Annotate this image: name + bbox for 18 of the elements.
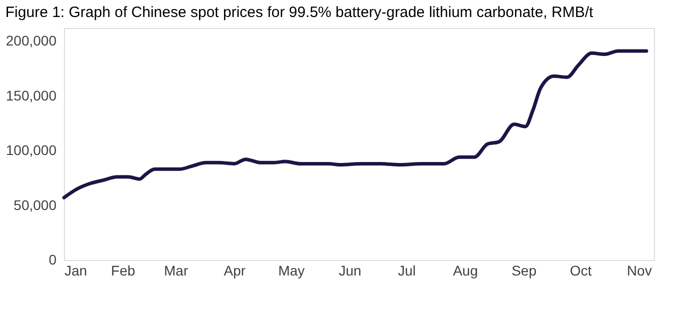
- y-tick-label: 200,000: [6, 32, 57, 49]
- x-tick-label: Jun: [338, 262, 362, 278]
- y-tick-label: 0: [48, 252, 57, 268]
- x-tick-label: May: [278, 262, 305, 278]
- x-tick-label: Oct: [570, 262, 592, 278]
- y-tick-label: 150,000: [6, 87, 57, 104]
- y-tick-label: 50,000: [14, 196, 57, 213]
- y-tick-label: 100,000: [6, 142, 57, 158]
- x-tick-label: Jul: [398, 262, 416, 278]
- x-tick-label: Nov: [626, 262, 652, 278]
- x-tick-label: Aug: [452, 262, 478, 278]
- x-tick-label: Feb: [111, 262, 136, 278]
- chart-title: Figure 1: Graph of Chinese spot prices for 99.5% battery-grade lithium carbonate, RMB/t: [5, 4, 594, 21]
- line-series: [62, 49, 648, 200]
- x-tick-label: Sep: [512, 262, 537, 278]
- x-tick-label: Apr: [224, 262, 246, 278]
- x-tick-label: Jan: [64, 262, 88, 278]
- x-tick-label: Mar: [164, 262, 188, 278]
